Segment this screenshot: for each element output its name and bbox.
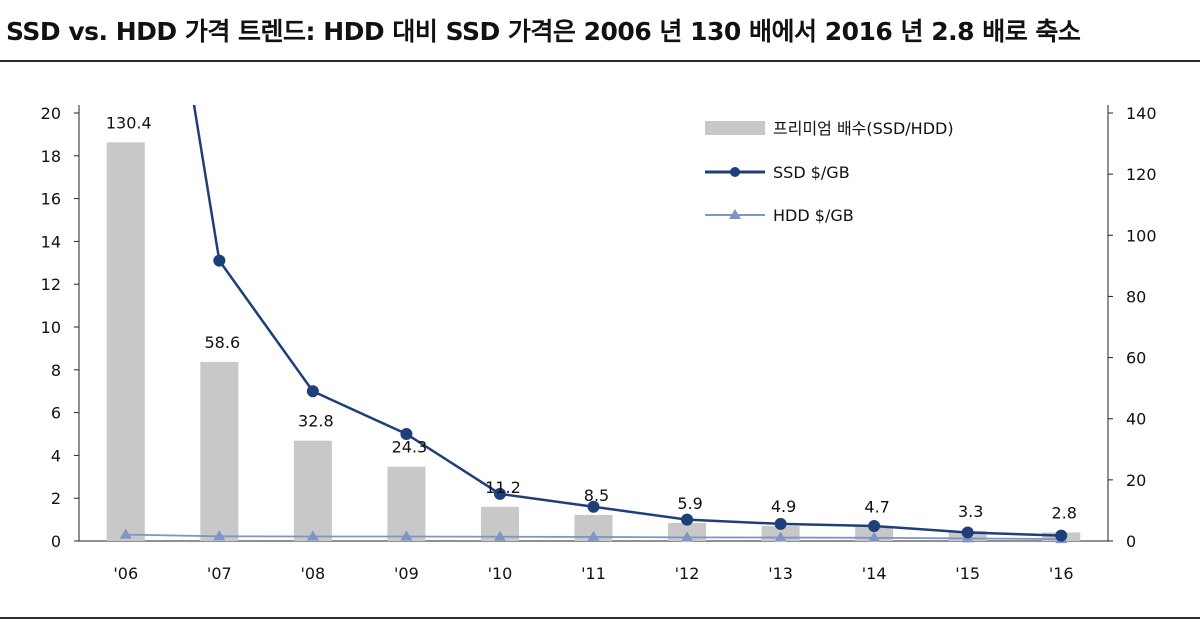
ssd-point: [400, 428, 413, 440]
hdd-point: [681, 531, 694, 542]
left-tick-label: 6: [51, 404, 61, 423]
x-tick-label: '11: [581, 564, 606, 583]
left-tick-label: 8: [51, 361, 61, 380]
bar-data-label: 32.8: [298, 412, 334, 431]
ssd-point: [1055, 529, 1068, 542]
left-tick-label: 10: [41, 318, 61, 337]
right-tick-label: 100: [1126, 226, 1157, 245]
legend-label-hdd: HDD $/GB: [773, 206, 854, 225]
bar-premium: [293, 440, 332, 541]
ssd-point: [306, 385, 319, 398]
x-tick-label: '09: [394, 564, 419, 583]
left-tick-label: 16: [41, 190, 61, 209]
ssd-point: [587, 500, 600, 513]
ssd-line: [192, 105, 1062, 537]
x-tick-label: '13: [768, 564, 793, 583]
bar-premium: [200, 361, 239, 541]
bar-data-label: 3.3: [958, 502, 983, 521]
lines: [119, 105, 1068, 544]
x-tick-label: '14: [862, 564, 887, 583]
ssd-point: [868, 520, 881, 533]
ssd-point: [493, 487, 506, 500]
x-tick-label: '10: [488, 564, 513, 583]
bar-data-label: 2.8: [1052, 503, 1077, 522]
ssd-point: [774, 517, 787, 530]
hdd-point: [306, 530, 319, 541]
bar-data-label: 8.5: [584, 486, 609, 505]
data-labels: 130.4 58.6 32.8 24.3 11.2 8.5 5.9 4.9 4.7 3.3 2.8: [106, 113, 1077, 522]
left-tick-label: 4: [51, 446, 61, 465]
right-tick-label: 0: [1126, 532, 1136, 551]
x-tick-label: '06: [113, 564, 138, 583]
x-tick-label: '16: [1049, 564, 1074, 583]
x-tick-label: '07: [207, 564, 232, 583]
x-tick-label: '08: [300, 564, 325, 583]
legend-swatch-premium: [705, 121, 765, 135]
top-rule: [0, 60, 1200, 62]
left-tick-label: 14: [41, 232, 61, 251]
hdd-point: [493, 530, 506, 541]
right-tick-label: 40: [1126, 410, 1146, 429]
legend-label-premium: 프리미엄 배수(SSD/HDD): [773, 119, 954, 138]
bar-data-label: 4.9: [771, 497, 796, 516]
right-tick-label: 20: [1126, 471, 1146, 490]
bar-data-label: 58.6: [205, 333, 241, 352]
bar-premium: [387, 466, 426, 541]
bar-data-label: 130.4: [106, 113, 152, 132]
bar-data-label: 24.3: [392, 438, 428, 457]
legend-swatch-hdd-marker: [729, 209, 741, 219]
right-tick-label: 140: [1126, 104, 1157, 123]
left-tick-label: 20: [41, 104, 61, 123]
hdd-point: [400, 530, 413, 541]
bar-data-label: 11.2: [485, 478, 521, 497]
x-tick-label: '12: [675, 564, 700, 583]
left-tick-label: 18: [41, 147, 61, 166]
left-tick-label: 2: [51, 489, 61, 508]
bar-data-label: 4.7: [864, 498, 889, 517]
ssd-point: [681, 513, 694, 526]
hdd-point: [119, 528, 132, 539]
ssd-point: [961, 526, 974, 539]
legend-swatch-ssd-marker: [730, 167, 740, 177]
legend-label-ssd: SSD $/GB: [773, 163, 850, 182]
hdd-point: [587, 530, 600, 541]
hdd-point: [774, 531, 787, 542]
right-tick-label: 80: [1126, 287, 1146, 306]
left-tick-label: 0: [51, 532, 61, 551]
ssd-point: [213, 254, 226, 267]
axes: 0 2 4 6 8 10 12 14 16 18 20 0 20 40 60 80 100 120 140 '06 '0…: [41, 104, 1157, 583]
right-tick-label: 120: [1126, 165, 1157, 184]
right-tick-label: 60: [1126, 349, 1146, 368]
legend: 프리미엄 배수(SSD/HDD) SSD $/GB HDD $/GB: [705, 119, 954, 225]
bar-data-label: 5.9: [677, 494, 702, 513]
x-tick-label: '15: [955, 564, 980, 583]
bar-premium: [106, 142, 145, 541]
chart-title: SSD vs. HDD 가격 트렌드: HDD 대비 SSD 가격은 2006 …: [6, 17, 1081, 46]
hdd-point: [868, 531, 881, 542]
bars: [106, 142, 1081, 541]
left-tick-label: 12: [41, 275, 61, 294]
hdd-point: [213, 530, 226, 541]
bottom-rule: [0, 617, 1200, 619]
